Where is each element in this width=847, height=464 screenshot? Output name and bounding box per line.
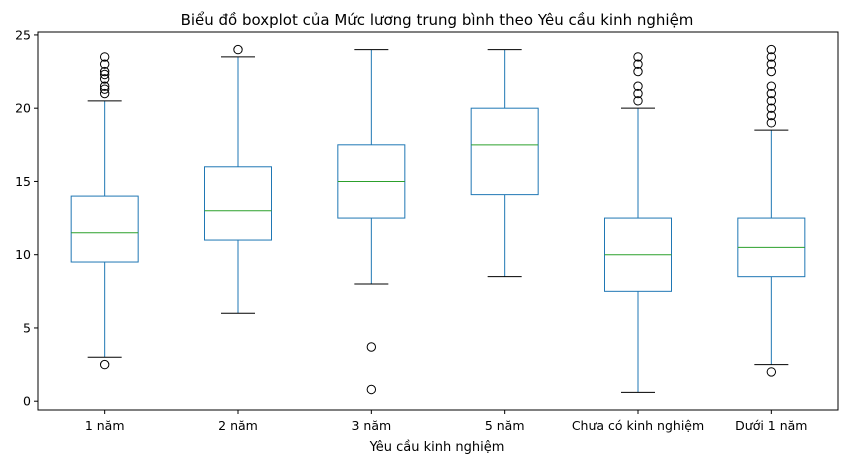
x-axis: 1 năm 2 năm 3 năm 5 năm Chưa có kinh nghiệm D… xyxy=(85,410,807,433)
outlier-point xyxy=(366,342,377,352)
outlier-point xyxy=(766,110,777,121)
box-series xyxy=(70,44,806,395)
outlier-point xyxy=(766,88,777,99)
outlier-point xyxy=(633,66,643,77)
box-group xyxy=(70,52,139,370)
y-tick-label: 25 xyxy=(15,27,31,42)
x-tick-label: 3 năm xyxy=(351,418,391,433)
outlier-point xyxy=(99,359,110,370)
outlier-point xyxy=(99,66,110,77)
y-tick-label: 0 xyxy=(23,394,31,409)
outlier-point xyxy=(766,44,777,55)
outlier-point xyxy=(233,44,243,55)
x-tick-label: Chưa có kinh nghiệm xyxy=(572,418,704,433)
x-tick-label: 1 năm xyxy=(85,418,125,433)
outlier-point xyxy=(99,69,110,80)
box xyxy=(204,166,272,241)
outlier-point xyxy=(99,52,110,62)
outlier-point xyxy=(633,96,643,106)
y-tick-label: 5 xyxy=(23,320,31,335)
outlier-point xyxy=(99,88,110,99)
outlier-point xyxy=(99,74,110,84)
outlier-point xyxy=(766,103,777,113)
box-group xyxy=(337,49,406,395)
x-tick-label: Dưới 1 năm xyxy=(735,418,807,433)
box xyxy=(70,195,139,263)
outlier-point xyxy=(99,84,110,94)
y-tick-label: 20 xyxy=(15,101,31,116)
plot-area xyxy=(37,31,839,411)
outlier-point xyxy=(633,88,643,99)
x-tick-label: 2 năm xyxy=(218,418,258,433)
outlier-point xyxy=(766,118,777,128)
y-tick-label: 15 xyxy=(15,174,31,189)
outlier-point xyxy=(99,59,110,69)
outlier-point xyxy=(99,81,110,91)
outlier-point xyxy=(766,81,777,91)
box-group xyxy=(470,49,539,278)
outlier-point xyxy=(366,384,377,395)
outlier-point xyxy=(766,66,777,77)
x-tick-label: 5 năm xyxy=(485,418,525,433)
outlier-point xyxy=(766,367,777,377)
outlier-point xyxy=(766,96,777,106)
outlier-point xyxy=(633,59,643,69)
box xyxy=(470,107,539,196)
outlier-point xyxy=(766,52,777,62)
chart-title: Biểu đồ boxplot của Mức lương trung bình… xyxy=(181,11,694,29)
y-axis: 0 5 10 15 20 25 xyxy=(15,27,38,409)
y-tick-label: 10 xyxy=(15,247,31,262)
outlier-point xyxy=(633,81,643,91)
x-axis-label: Yêu cầu kinh nghiệm xyxy=(369,440,505,455)
box-group xyxy=(737,44,806,377)
outlier-point xyxy=(766,59,777,69)
outlier-point xyxy=(633,52,643,62)
box-group xyxy=(604,52,672,393)
box-group xyxy=(204,44,272,314)
